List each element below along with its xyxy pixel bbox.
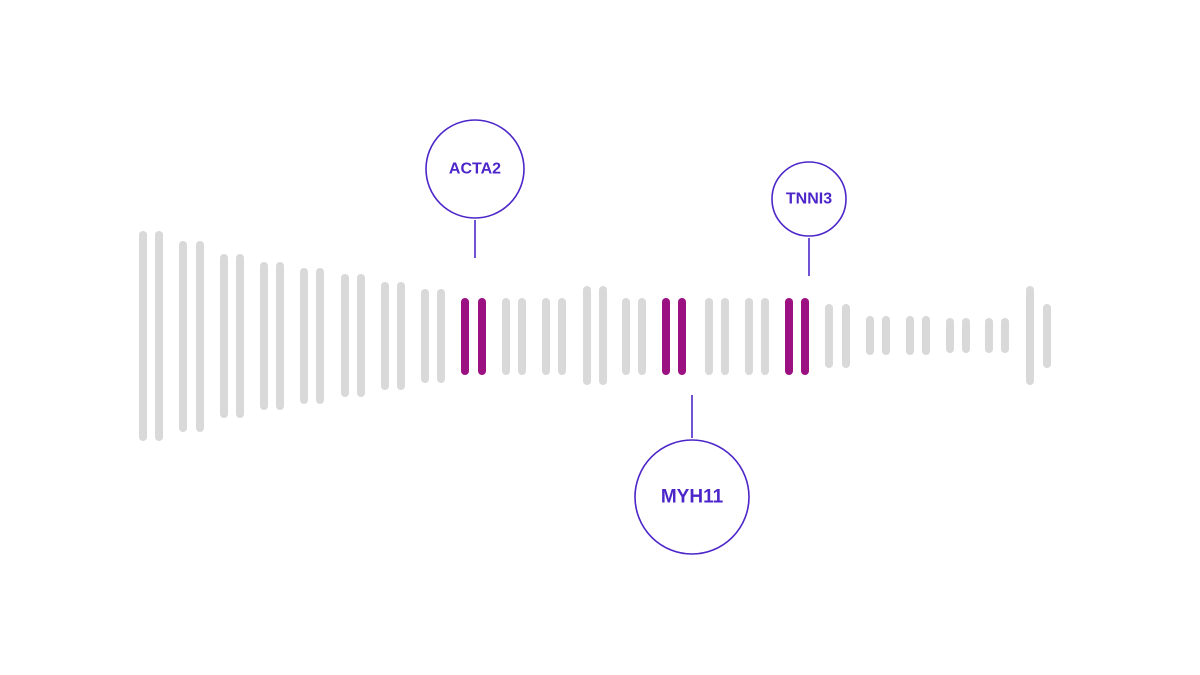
gene-label: ACTA2: [449, 161, 501, 178]
chromosome-bar: [962, 318, 970, 353]
highlighted-chromosome-bar: [785, 298, 793, 375]
gene-label: TNNI3: [786, 191, 832, 208]
chromosome-bar: [866, 316, 874, 355]
chromosome-bar: [139, 231, 147, 441]
chromosome-bar: [518, 298, 526, 375]
chromosome-bar: [946, 318, 954, 353]
chromosome-bar: [705, 298, 713, 375]
chromosome-bar: [542, 298, 550, 375]
chromosome-bar: [421, 289, 429, 383]
chromosome-bar: [300, 268, 308, 404]
chromosome-bar: [397, 282, 405, 390]
chromosome-bar: [882, 316, 890, 355]
highlighted-chromosome-bar: [801, 298, 809, 375]
chromosome-bar: [236, 254, 244, 418]
chromosome-bar: [357, 274, 365, 397]
gene-callouts: ACTA2 MYH11 TNNI3: [425, 119, 847, 555]
chromosome-bar: [842, 304, 850, 368]
sex-chromosome-bar: [1043, 304, 1051, 368]
chromosome-bar: [622, 298, 630, 375]
chromosome-bar: [179, 241, 187, 432]
chromosome-bar: [745, 298, 753, 375]
gene-callout-circle: [771, 161, 847, 237]
chromosome-bar: [437, 289, 445, 383]
chromosome-bar: [1001, 318, 1009, 353]
gene-callout-circle: [634, 439, 750, 555]
chromosome-bar: [220, 254, 228, 418]
highlighted-chromosome-bar: [461, 298, 469, 375]
sex-chromosome-bar: [1026, 286, 1034, 385]
highlighted-chromosome-bar: [478, 298, 486, 375]
chromosome-bar: [502, 298, 510, 375]
chromosome-bar: [922, 316, 930, 355]
chromosome-bar: [985, 318, 993, 353]
chromosome-bar: [196, 241, 204, 432]
chromosome-bar: [825, 304, 833, 368]
chromosome-bar: [599, 286, 607, 385]
chromosome-bar: [906, 316, 914, 355]
chromosome-bar: [381, 282, 389, 390]
chromosome-bar: [341, 274, 349, 397]
chromosome-bar: [583, 286, 591, 385]
chromosome-bars: [139, 231, 1051, 441]
chromosome-bar: [276, 262, 284, 410]
chromosome-bar: [721, 298, 729, 375]
chromosome-bar: [761, 298, 769, 375]
gene-label: MYH11: [661, 487, 724, 508]
chromosome-bar: [155, 231, 163, 441]
highlighted-chromosome-bar: [678, 298, 686, 375]
highlighted-chromosome-bar: [662, 298, 670, 375]
chromosome-bar: [558, 298, 566, 375]
chromosome-bar: [260, 262, 268, 410]
gene-callout-circle: [425, 119, 525, 219]
chromosome-bar: [316, 268, 324, 404]
chromosome-bar: [638, 298, 646, 375]
